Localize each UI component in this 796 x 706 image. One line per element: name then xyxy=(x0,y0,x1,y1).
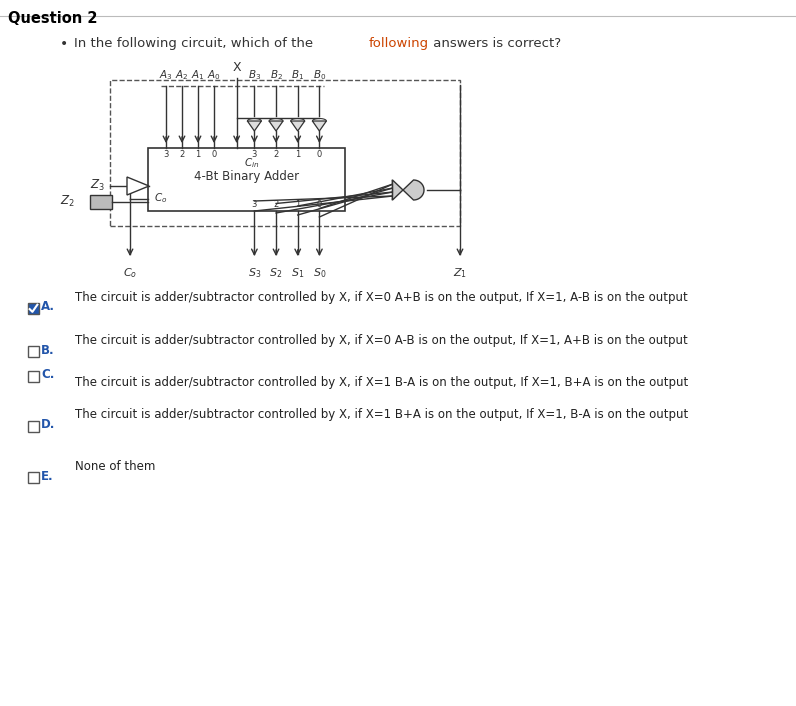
Text: $A_3$: $A_3$ xyxy=(159,68,173,82)
Text: following: following xyxy=(369,37,429,50)
Polygon shape xyxy=(248,121,261,131)
Text: The circuit is adder/subtractor controlled by X, if X=0 A-B is on the output, If: The circuit is adder/subtractor controll… xyxy=(75,334,688,347)
Text: $B_0$: $B_0$ xyxy=(313,68,326,82)
Text: $C_{in}$: $C_{in}$ xyxy=(244,156,259,170)
Bar xyxy=(148,148,345,211)
Text: D.: D. xyxy=(41,419,56,431)
Polygon shape xyxy=(127,177,149,195)
Text: Question 2: Question 2 xyxy=(8,11,97,26)
Bar xyxy=(28,302,39,313)
Polygon shape xyxy=(291,121,305,131)
Text: C.: C. xyxy=(41,369,54,381)
Bar xyxy=(28,345,39,357)
Bar xyxy=(110,80,460,226)
Text: $B_3$: $B_3$ xyxy=(248,68,261,82)
Text: $Z_2$: $Z_2$ xyxy=(60,193,75,208)
Text: B.: B. xyxy=(41,344,55,357)
Text: $C_o$: $C_o$ xyxy=(123,266,137,280)
Text: $B_1$: $B_1$ xyxy=(291,68,304,82)
Bar xyxy=(28,371,39,381)
Bar xyxy=(28,421,39,431)
Polygon shape xyxy=(312,121,326,131)
Text: 1: 1 xyxy=(295,200,300,209)
Text: $C_o$: $C_o$ xyxy=(154,191,167,205)
Text: None of them: None of them xyxy=(75,460,155,473)
Text: 1: 1 xyxy=(195,150,201,159)
Text: The circuit is adder/subtractor controlled by X, if X=1 B-A is on the output, If: The circuit is adder/subtractor controll… xyxy=(75,376,689,389)
Text: •: • xyxy=(60,37,68,51)
Text: 1: 1 xyxy=(295,150,300,159)
Text: A.: A. xyxy=(41,301,55,313)
Bar xyxy=(28,472,39,482)
Text: E.: E. xyxy=(41,469,53,482)
Text: $A_1$: $A_1$ xyxy=(191,68,205,82)
Text: $Z_3$: $Z_3$ xyxy=(90,177,105,193)
Text: $A_0$: $A_0$ xyxy=(207,68,220,82)
Text: 0: 0 xyxy=(212,150,217,159)
Text: $S_3$: $S_3$ xyxy=(248,266,261,280)
Text: $S_1$: $S_1$ xyxy=(291,266,304,280)
Text: $S_0$: $S_0$ xyxy=(313,266,326,280)
Polygon shape xyxy=(269,121,283,131)
Text: 0: 0 xyxy=(317,150,322,159)
Text: The circuit is adder/subtractor controlled by X, if X=0 A+B is on the output, If: The circuit is adder/subtractor controll… xyxy=(75,291,688,304)
Text: $A_2$: $A_2$ xyxy=(175,68,189,82)
Text: 0: 0 xyxy=(317,200,322,209)
Text: 4-Bt Binary Adder: 4-Bt Binary Adder xyxy=(194,170,299,183)
Bar xyxy=(90,195,112,209)
Text: answers is correct?: answers is correct? xyxy=(429,37,561,50)
Text: $S_2$: $S_2$ xyxy=(270,266,283,280)
Text: In the following circuit, which of the: In the following circuit, which of the xyxy=(74,37,318,50)
Text: 3: 3 xyxy=(252,200,257,209)
Text: 2: 2 xyxy=(273,200,279,209)
Text: $B_2$: $B_2$ xyxy=(270,68,283,82)
Text: The circuit is adder/subtractor controlled by X, if X=1 B+A is on the output, If: The circuit is adder/subtractor controll… xyxy=(75,408,689,421)
Text: 2: 2 xyxy=(179,150,185,159)
Polygon shape xyxy=(392,180,424,200)
Text: 2: 2 xyxy=(273,150,279,159)
Text: X: X xyxy=(232,61,241,74)
Text: 3: 3 xyxy=(163,150,169,159)
Text: $Z_1$: $Z_1$ xyxy=(453,266,467,280)
Text: 3: 3 xyxy=(252,150,257,159)
